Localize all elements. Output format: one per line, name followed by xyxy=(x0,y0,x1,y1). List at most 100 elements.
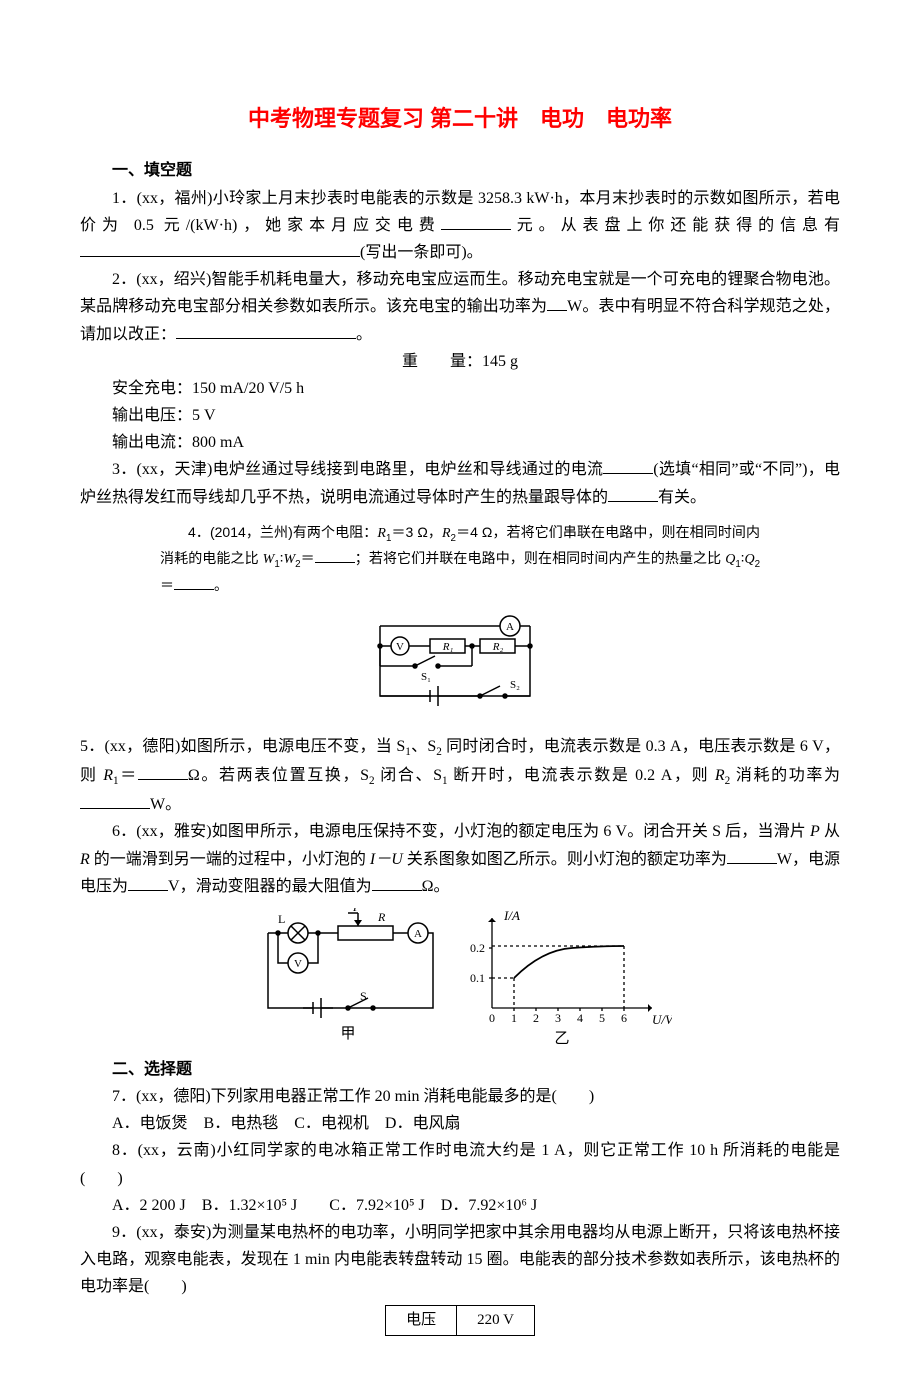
q5-a: 5．(xx，德阳)如图所示，电源电压不变，当 S xyxy=(80,738,405,755)
xtick-6: 6 xyxy=(621,1011,627,1025)
blank xyxy=(608,486,658,501)
q5-e: 断开时，电流表示数是 0.2 A，则 xyxy=(448,767,715,784)
cell-voltage-value: 220 V xyxy=(457,1305,535,1336)
blank xyxy=(80,794,150,809)
q5-d: 闭合、S xyxy=(375,767,442,784)
ytick-0: 0.1 xyxy=(470,971,485,985)
blank xyxy=(128,875,168,890)
q5-eq: ＝ xyxy=(119,767,138,784)
y-axis-label: I/A xyxy=(503,908,520,923)
blank xyxy=(174,576,214,590)
q6-u3: Ω。 xyxy=(422,878,450,895)
q4-r1: R xyxy=(377,526,386,541)
blank xyxy=(727,848,777,863)
caption-jia: 甲 xyxy=(340,1026,355,1042)
q2-row-2: 输出电流：800 mA xyxy=(80,429,840,456)
blank xyxy=(138,765,188,780)
figure-circuit-1: A V R₁ R₂ S₁ xyxy=(80,606,840,725)
question-4: 4．(2014，兰州)有两个电阻：R1＝3 Ω，R2＝4 Ω，若将它们串联在电路… xyxy=(160,521,760,598)
lamp-label: L xyxy=(278,912,285,926)
figure-q6: L R P A V xyxy=(80,908,840,1048)
q8-options: A．2 200 J B．1.32×10⁵ J C．7.92×10⁵ J D．7.… xyxy=(80,1192,840,1219)
xtick-0: 0 xyxy=(489,1011,495,1025)
q2-text-c: 。 xyxy=(356,326,372,343)
q4-q1: Q xyxy=(725,552,735,567)
voltmeter-label: V xyxy=(396,641,404,653)
q1-text-c: (写出一条即可)。 xyxy=(360,244,483,261)
q2-table-heading: 重 量：145 g xyxy=(80,348,840,375)
question-6: 6．(xx，雅安)如图甲所示，电源电压保持不变，小灯泡的额定电压为 6 V。闭合… xyxy=(80,818,840,900)
q4-q2: Q xyxy=(744,552,754,567)
ammeter-label: A xyxy=(506,621,514,633)
q5-u1: Ω。若两表位置互换，S xyxy=(188,767,369,784)
q6-p: P xyxy=(810,823,820,840)
blank xyxy=(315,550,355,564)
q2-row-1: 输出电压：5 V xyxy=(80,402,840,429)
question-9: 9．(xx，泰安)为测量某电热杯的电功率，小明同学把家中其余用电器均从电源上断开… xyxy=(80,1219,840,1301)
blank xyxy=(176,323,356,338)
q4-tail: 。 xyxy=(214,577,228,593)
q2-row-0: 安全充电：150 mA/20 V/5 h xyxy=(80,375,840,402)
q5-u2: W。 xyxy=(150,796,181,813)
s1-label: S₁ xyxy=(421,671,431,683)
p-label: P xyxy=(352,908,361,914)
document-page: 中考物理专题复习 第二十讲 电功 电功率 一、填空题 1．(xx，福州)小玲家上… xyxy=(0,0,920,1376)
xtick-4: 4 xyxy=(577,1011,583,1025)
ammeter-label: A xyxy=(414,928,422,940)
q4-eq1: ＝ xyxy=(301,550,315,566)
question-7: 7．(xx，德阳)下列家用电器正常工作 20 min 消耗电能最多的是( ) xyxy=(80,1083,840,1110)
xtick-5: 5 xyxy=(599,1011,605,1025)
q6-u2: V，滑动变阻器的最大阻值为 xyxy=(168,878,372,895)
r-label: R xyxy=(377,910,386,924)
q1-text-b: 元。从表盘上你还能获得的信息有 xyxy=(511,217,840,234)
question-3: 3．(xx，天津)电炉丝通过导线接到电路里，电炉丝和导线通过的电流(选填“相同”… xyxy=(80,456,840,510)
xtick-3: 3 xyxy=(555,1011,561,1025)
q6-r: R xyxy=(80,851,90,868)
q4-eq2: ＝ xyxy=(160,577,174,593)
xtick-2: 2 xyxy=(533,1011,539,1025)
xtick-1: 1 xyxy=(511,1011,517,1025)
section-heading-fill: 一、填空题 xyxy=(80,157,840,184)
blank xyxy=(603,459,653,474)
q4-w1: W xyxy=(263,552,275,567)
caption-yi: 乙 xyxy=(554,1031,569,1047)
r2-label: R₂ xyxy=(492,641,504,653)
question-2: 2．(xx，绍兴)智能手机耗电量大，移动充电宝应运而生。移动充电宝就是一个可充电… xyxy=(80,266,840,348)
ytick-1: 0.2 xyxy=(470,941,485,955)
switch-label: S xyxy=(360,989,367,1003)
q9-table: 电压 220 V xyxy=(385,1305,535,1337)
q4-r2: R xyxy=(442,526,451,541)
q4-a: 4．(2014，兰州)有两个电阻： xyxy=(188,524,377,540)
table-row: 电压 220 V xyxy=(386,1305,535,1336)
q5-r1: R xyxy=(103,767,113,784)
question-5: 5．(xx，德阳)如图所示，电源电压不变，当 S1、S2 同时闭合时，电流表示数… xyxy=(80,733,840,819)
q6-iu: I－U xyxy=(370,851,403,868)
voltmeter-label: V xyxy=(294,958,302,970)
q4-w2: W xyxy=(283,552,295,567)
q7-options: A．电饭煲 B．电热毯 C．电视机 D．电风扇 xyxy=(80,1110,840,1137)
blank xyxy=(547,296,567,311)
blank xyxy=(80,242,360,257)
question-8: 8．(xx，云南)小红同学家的电冰箱正常工作时电流大约是 1 A，则它正常工作 … xyxy=(80,1137,840,1191)
question-4-inset: 4．(2014，兰州)有两个电阻：R1＝3 Ω，R2＝4 Ω，若将它们串联在电路… xyxy=(160,521,760,598)
cell-voltage-label: 电压 xyxy=(386,1305,457,1336)
q3-text-c: 有关。 xyxy=(658,489,706,506)
s2-label: S₂ xyxy=(510,679,520,691)
q6-c: 的一端滑到另一端的过程中，小灯泡的 xyxy=(90,851,370,868)
q4-q2sub: 2 xyxy=(755,559,760,570)
q4-r1eq: ＝3 Ω， xyxy=(391,524,442,540)
blank xyxy=(372,875,422,890)
q6-a: 6．(xx，雅安)如图甲所示，电源电压保持不变，小灯泡的额定电压为 6 V。闭合… xyxy=(112,823,810,840)
blank xyxy=(441,214,511,229)
r1-label: R₁ xyxy=(442,641,454,653)
q4-mid: ；若将它们并联在电路中，则在相同时间内产生的热量之比 xyxy=(355,550,725,566)
x-axis-label: U/V xyxy=(652,1012,672,1027)
section-heading-choice: 二、选择题 xyxy=(80,1056,840,1083)
q6-b: 从 xyxy=(820,823,840,840)
q5-b: 、S xyxy=(411,738,436,755)
page-title: 中考物理专题复习 第二十讲 电功 电功率 xyxy=(80,100,840,137)
q6-d: 关系图象如图乙所示。则小灯泡的额定功率为 xyxy=(403,851,727,868)
question-1: 1．(xx，福州)小玲家上月末抄表时电能表的示数是 3258.3 kW·h，本月… xyxy=(80,185,840,267)
q5-r2: R xyxy=(715,767,725,784)
q3-text-a: 3．(xx，天津)电炉丝通过导线接到电路里，电炉丝和导线通过的电流 xyxy=(112,461,603,478)
